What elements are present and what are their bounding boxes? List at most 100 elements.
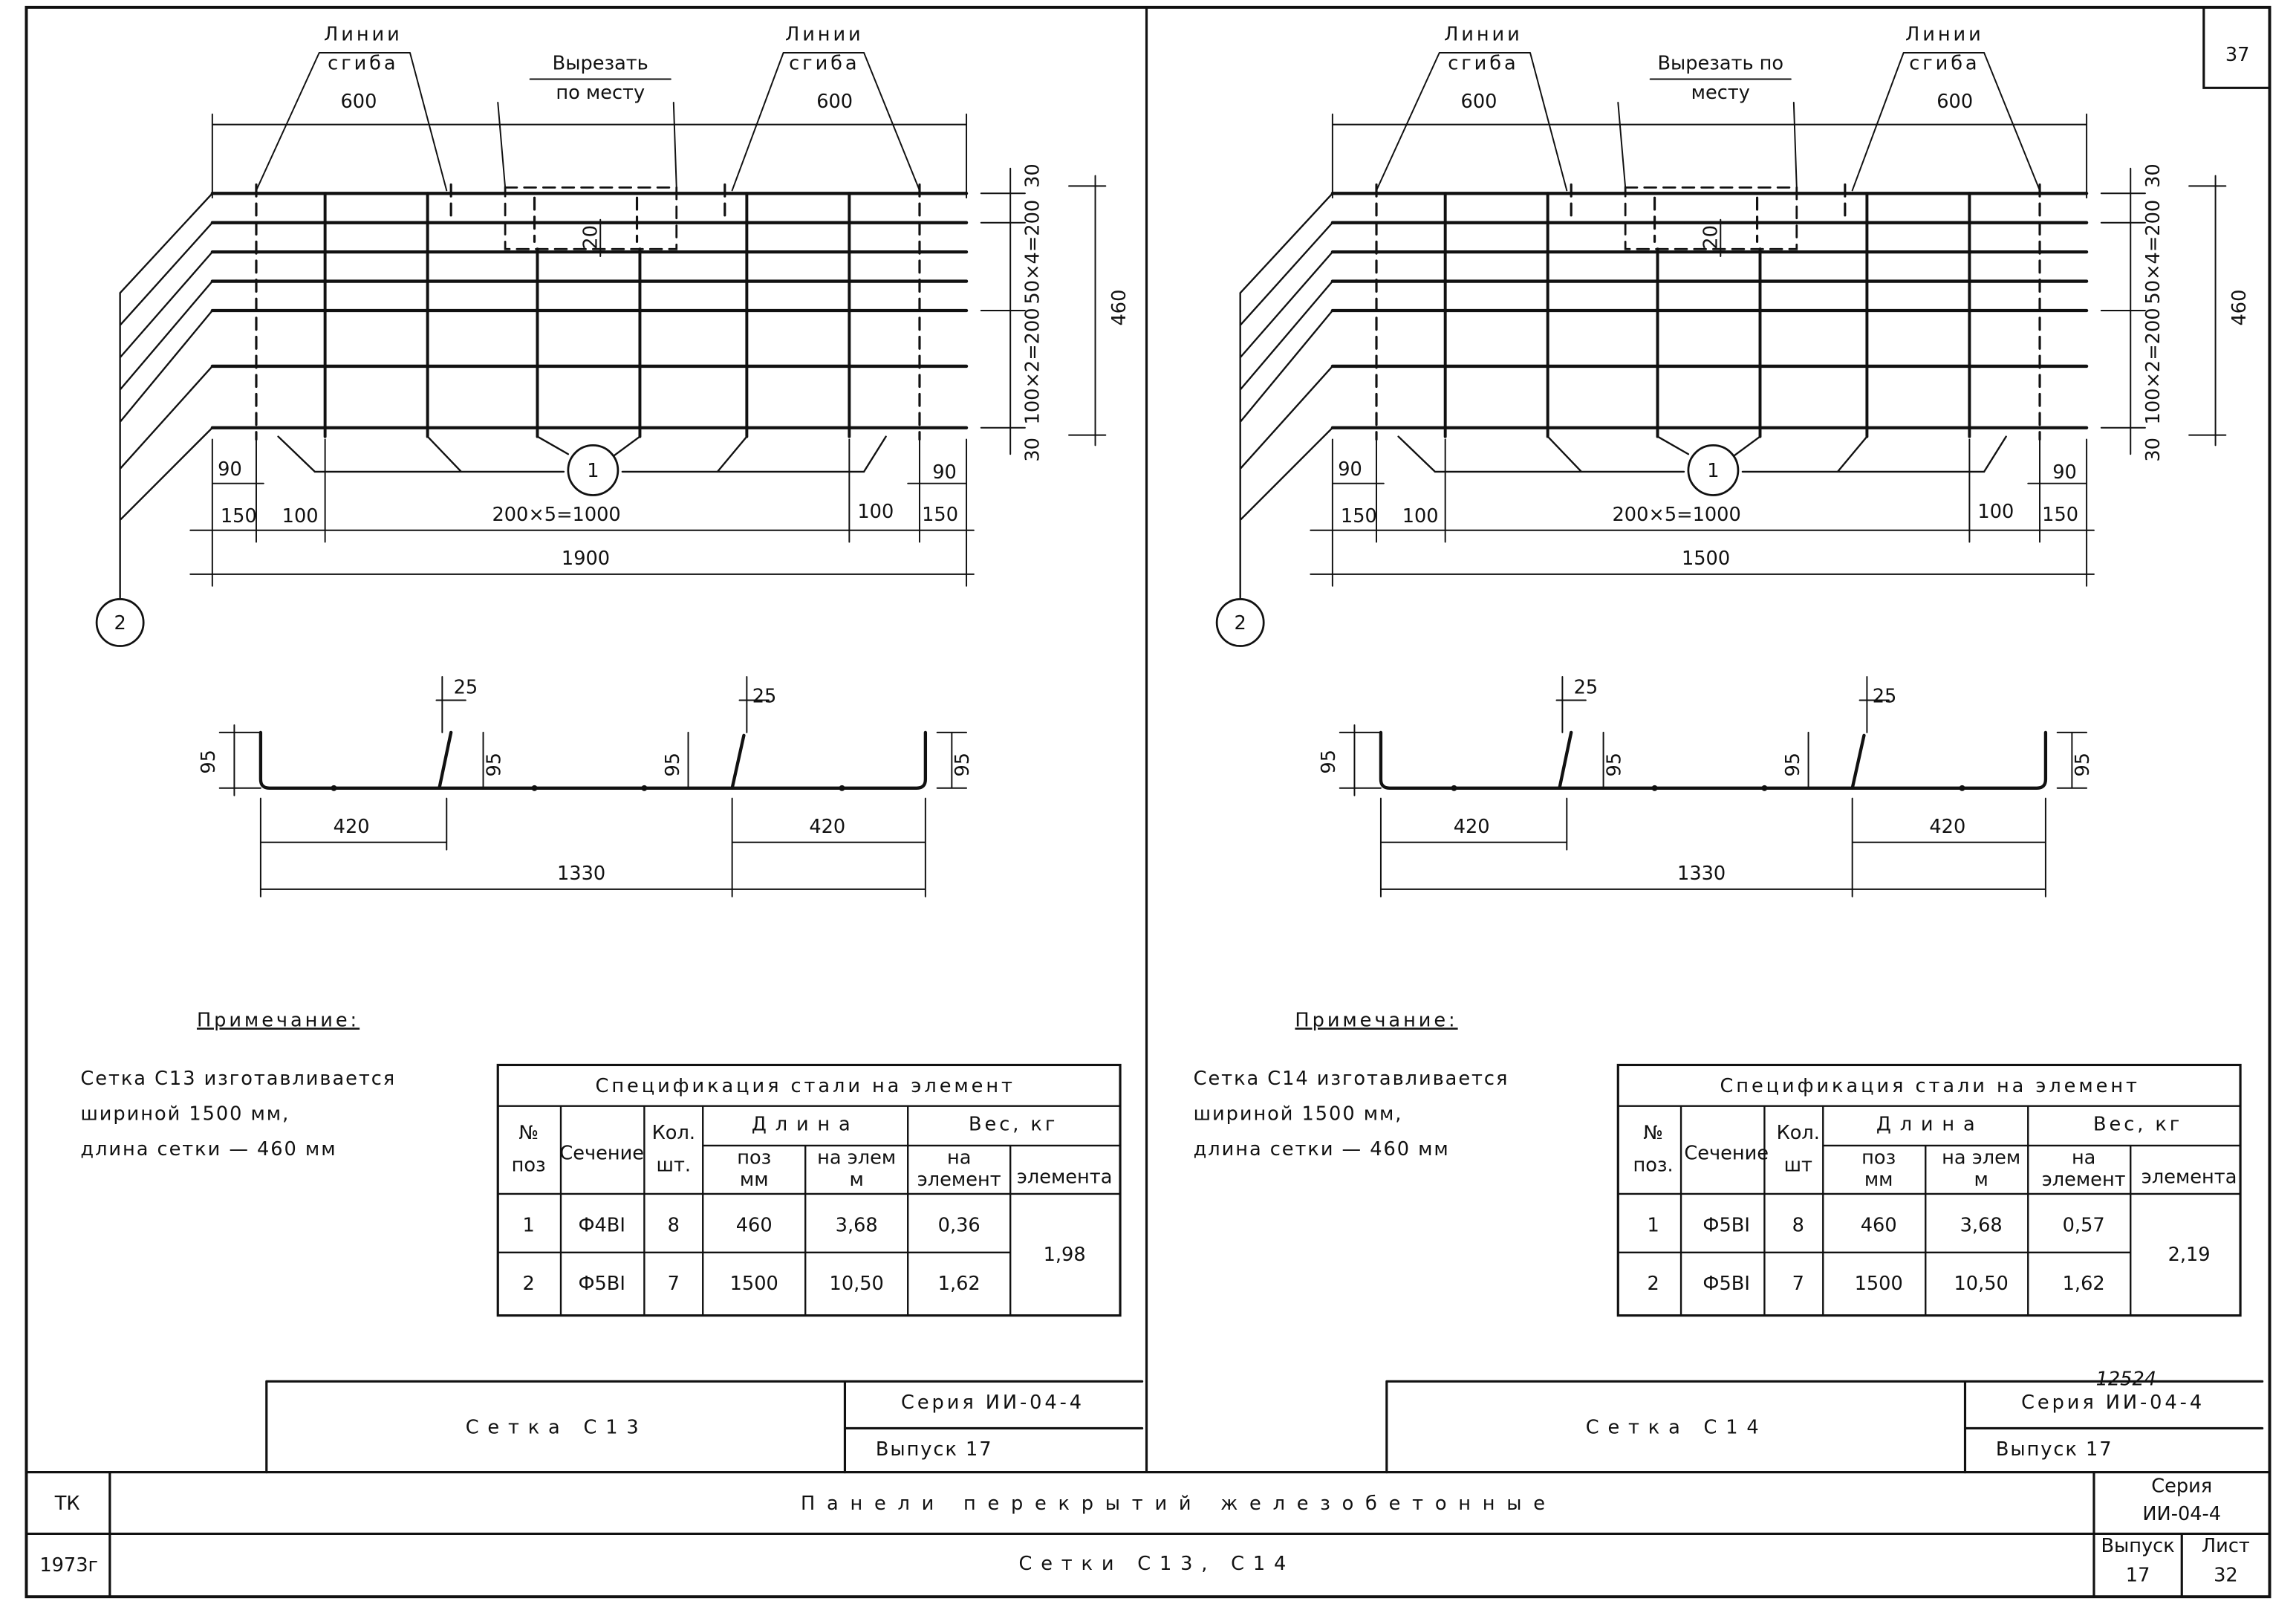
table-header: Вес, кг [969,1113,1058,1135]
fold-label: Линии [1444,23,1523,45]
table-header: шт [1784,1155,1812,1177]
dimension: 90 [932,461,957,484]
table-header: мм [740,1169,769,1191]
table-header: Сечение [559,1143,644,1165]
table-cell: 1500 [1855,1273,1903,1295]
table-header: элемент [917,1169,1001,1191]
dimension: 90 [1338,458,1362,481]
table-title: Спецификация стали на элемент [596,1075,1015,1097]
dimension: 90 [218,458,242,481]
stamp-title: Сетка С14 [1586,1416,1768,1438]
dimension: 90 [2052,461,2077,484]
dimension: 1500 [1682,548,1730,570]
sheet-subtitle: Сетки С13, С14 [1019,1553,1295,1575]
table-header: элемента [1017,1166,1113,1188]
table-header: Сечение [1684,1143,1769,1165]
table-cell: 460 [1861,1214,1897,1236]
note-line: шириной 1500 мм, [1194,1103,1403,1125]
dimension: 95 [1318,750,1340,774]
stamp-issue: Выпуск 17 [1996,1438,2113,1461]
cut-label: месту [1691,82,1750,104]
stamp-issue: Выпуск 17 [876,1438,993,1461]
note-line: Сетка С14 изготавливается [1194,1068,1509,1090]
sheet-number: 37 [2225,44,2250,66]
title-block-grid [25,6,2271,1598]
sheet-title: Панели перекрытий железобетонные [801,1493,1557,1515]
dimension: 100×2=200 [1022,308,1044,424]
table-cell: 8 [1792,1214,1804,1236]
dimension: 600 [816,91,853,113]
table-header: поз. [1633,1155,1674,1177]
fold-label: Линии [1905,23,1984,45]
table-cell: 10,50 [830,1273,884,1295]
dimension: 100 [1977,501,2014,523]
note-line: шириной 1500 мм, [80,1103,290,1125]
dimension: 95 [952,753,974,777]
series: ИИ-04-4 [2142,1503,2221,1525]
table-cell: 2 [1647,1273,1659,1295]
dimension: 100×2=200 [2142,308,2165,424]
table-title: Спецификация стали на элемент [1720,1075,2139,1097]
stamp-series: Серия ИИ-04-4 [901,1392,1084,1414]
dimension: 460 [1108,290,1131,326]
organization: ТК [54,1493,80,1515]
sheet-label: Лист [2202,1535,2250,1557]
dimension: 150 [1341,505,1377,527]
left-panel-drawing [97,53,1142,1473]
table-cell: 7 [668,1273,680,1295]
dimension: 25 [1574,677,1599,699]
dimension: 30 [2142,163,2165,188]
table-header: м [1974,1169,1988,1191]
archive-number: 12524 [2096,1368,2156,1390]
dimension: 200×5=1000 [492,504,620,526]
fold-label: Линии [785,23,864,45]
table-header: шт. [657,1155,691,1177]
note-title: Примечание: [197,1009,360,1031]
dimension: 200×5=1000 [1613,504,1741,526]
dimension: 30 [2142,438,2165,462]
dimension: 420 [1929,816,1965,838]
position-mark: 2 [114,612,126,634]
cut-label: Вырезать по [1657,53,1783,75]
table-header: элемента [2141,1166,2237,1188]
table-cell: 460 [736,1214,773,1236]
table-header: № [518,1122,539,1144]
table-header: Кол. [1777,1122,1820,1144]
dimension: 95 [2072,753,2094,777]
dimension: 150 [221,505,257,527]
position-mark: 2 [1235,612,1246,634]
dimension: 1330 [1677,863,1726,885]
table-cell: Ф5ВI [1703,1214,1749,1236]
note-line: длина сетки — 460 мм [80,1138,336,1160]
dimension: 95 [662,753,684,777]
dimension: 100 [1402,505,1439,527]
fold-label: сгиба [1448,53,1518,75]
table-cell: 0,36 [938,1214,980,1236]
cut-label: по месту [556,82,645,104]
dimension: 30 [1022,438,1044,462]
table-cell: 7 [1792,1273,1804,1295]
dimension: 150 [2042,504,2078,526]
dimension: 20 [1700,225,1722,250]
fold-label: Линии [324,23,403,45]
dimension: 30 [1022,163,1044,188]
table-cell: 2 [522,1273,534,1295]
dimension: 95 [198,750,220,774]
series-label: Серия [2151,1475,2212,1497]
table-cell: 8 [668,1214,680,1236]
table-cell: 1 [522,1214,534,1236]
position-mark: 1 [1707,460,1719,482]
table-cell: Ф5ВI [578,1273,625,1295]
note-line: длина сетки — 460 мм [1194,1138,1450,1160]
position-mark: 1 [587,460,599,482]
dimension: 95 [1603,753,1625,777]
note-title: Примечание: [1295,1009,1457,1031]
table-header: Кол. [652,1122,695,1144]
fold-label: сгиба [1909,53,1980,75]
fold-label: сгиба [328,53,398,75]
table-header: поз [1861,1147,1896,1169]
table-cell: Ф4ВI [578,1214,625,1236]
table-cell: 0,57 [2063,1214,2105,1236]
table-cell: 1500 [730,1273,778,1295]
